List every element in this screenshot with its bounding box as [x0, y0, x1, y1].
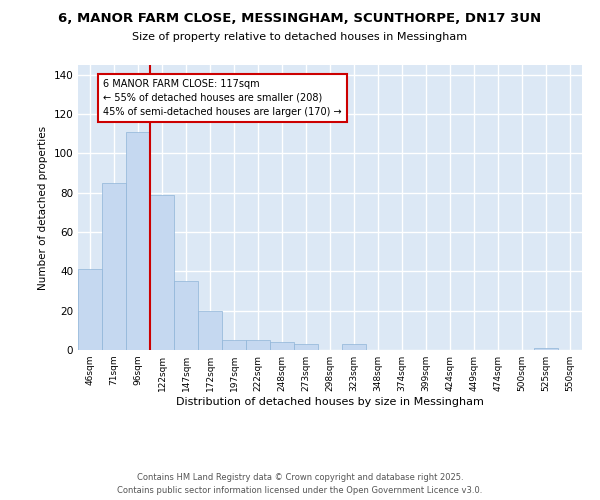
Bar [342, 344, 366, 350]
Bar [270, 342, 294, 350]
Bar [198, 310, 222, 350]
Bar [150, 194, 174, 350]
Bar [102, 183, 126, 350]
X-axis label: Distribution of detached houses by size in Messingham: Distribution of detached houses by size … [176, 397, 484, 407]
Bar [534, 348, 558, 350]
Y-axis label: Number of detached properties: Number of detached properties [38, 126, 48, 290]
Text: Size of property relative to detached houses in Messingham: Size of property relative to detached ho… [133, 32, 467, 42]
Bar [246, 340, 270, 350]
Bar [222, 340, 246, 350]
Bar [294, 344, 318, 350]
Text: Contains HM Land Registry data © Crown copyright and database right 2025.
Contai: Contains HM Land Registry data © Crown c… [118, 474, 482, 495]
Bar [174, 281, 198, 350]
Bar [78, 270, 102, 350]
Bar [126, 132, 150, 350]
Text: 6, MANOR FARM CLOSE, MESSINGHAM, SCUNTHORPE, DN17 3UN: 6, MANOR FARM CLOSE, MESSINGHAM, SCUNTHO… [58, 12, 542, 26]
Text: 6 MANOR FARM CLOSE: 117sqm
← 55% of detached houses are smaller (208)
45% of sem: 6 MANOR FARM CLOSE: 117sqm ← 55% of deta… [103, 79, 342, 117]
